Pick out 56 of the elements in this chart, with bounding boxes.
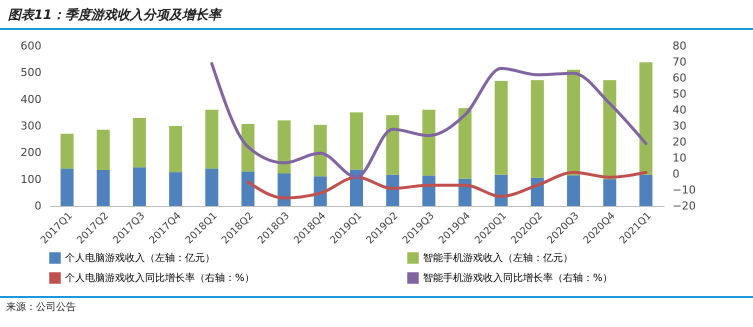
bar <box>132 118 146 168</box>
y-tick-label: 200 <box>20 146 42 160</box>
chart-title: 图表11：季度游戏收入分项及增长率 <box>0 0 753 30</box>
bar <box>603 80 616 180</box>
bar <box>132 167 146 206</box>
y2-tick-label: 20 <box>672 136 686 148</box>
bar <box>422 110 436 176</box>
bar <box>60 134 74 169</box>
bar <box>169 172 182 206</box>
bar <box>205 168 218 206</box>
bar <box>567 175 580 206</box>
bar <box>422 176 436 206</box>
y2-tick-label: 70 <box>672 56 686 68</box>
legend-label: 个人电脑游戏收入同比增长率（右轴：%） <box>65 272 255 284</box>
source-note: 来源：公司公告 <box>0 296 753 316</box>
bar <box>530 80 544 178</box>
legend-label: 个人电脑游戏收入（左轴：亿元） <box>65 252 215 264</box>
bar <box>241 124 254 172</box>
legend-label: 智能手机游戏收入同比增长率（右轴：%） <box>423 272 613 284</box>
y2-tick-label: 0 <box>672 168 680 180</box>
bar <box>278 173 291 206</box>
bar <box>458 108 472 179</box>
bar <box>494 80 508 175</box>
bar <box>639 62 652 175</box>
bar <box>386 115 400 175</box>
bar <box>603 179 616 206</box>
bar <box>639 174 652 206</box>
y-tick-label: 300 <box>20 120 42 132</box>
bar <box>278 120 291 174</box>
y-tick-label: 100 <box>20 172 42 186</box>
y-tick-label: 0 <box>34 200 42 212</box>
bar <box>96 170 110 206</box>
y2-tick-label: 10 <box>672 152 686 164</box>
y2-tick-label: 30 <box>672 120 686 132</box>
y2-tick-label: −20 <box>672 200 696 212</box>
bar <box>350 112 363 170</box>
y-tick-label: 600 <box>20 40 42 52</box>
legend-label: 智能手机游戏收入（左轴：亿元） <box>423 252 573 264</box>
y2-tick-label: 80 <box>672 40 686 52</box>
bar <box>314 124 327 176</box>
bar <box>60 168 74 206</box>
y2-tick-label: −10 <box>672 184 696 196</box>
bar <box>241 172 254 206</box>
bar <box>96 130 110 170</box>
bar <box>386 174 400 206</box>
bar <box>567 70 580 176</box>
y2-tick-label: 50 <box>672 88 686 100</box>
bar <box>205 110 218 169</box>
bar <box>494 174 508 206</box>
y2-tick-label: 40 <box>672 104 686 116</box>
bar <box>169 126 182 172</box>
y2-tick-label: 60 <box>672 72 686 84</box>
line-series <box>246 170 648 200</box>
y-tick-label: 400 <box>20 92 42 106</box>
y-tick-label: 500 <box>20 66 42 80</box>
line-series <box>210 62 648 179</box>
